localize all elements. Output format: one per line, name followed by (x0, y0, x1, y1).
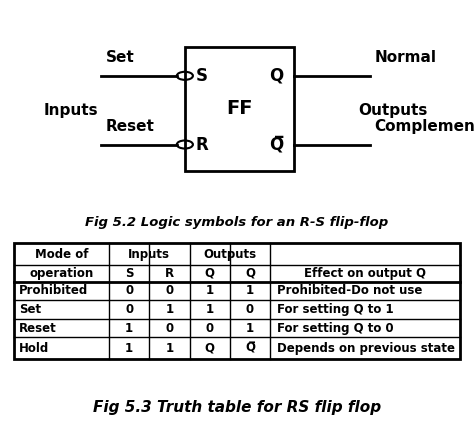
Text: 1: 1 (165, 342, 173, 355)
Text: 0: 0 (125, 303, 133, 316)
Text: 0: 0 (125, 284, 133, 297)
Text: 0: 0 (206, 322, 214, 335)
Text: Q̅: Q̅ (269, 135, 283, 153)
Text: Set: Set (19, 303, 41, 316)
Text: 0: 0 (165, 284, 173, 297)
Text: 1: 1 (246, 284, 254, 297)
Text: For setting Q to 1: For setting Q to 1 (277, 303, 394, 316)
Text: Hold: Hold (19, 342, 49, 355)
Text: Inputs: Inputs (128, 248, 170, 261)
Text: S: S (195, 67, 207, 85)
Text: 1: 1 (246, 322, 254, 335)
Text: 0: 0 (246, 303, 254, 316)
Text: Fig 5.2 Logic symbols for an R-S flip-flop: Fig 5.2 Logic symbols for an R-S flip-fl… (85, 216, 389, 229)
Text: Mode of: Mode of (35, 248, 88, 261)
Bar (14, 243, 460, 359)
Text: Inputs: Inputs (44, 103, 99, 118)
Text: Q: Q (205, 342, 215, 355)
Text: Prohibited-Do not use: Prohibited-Do not use (277, 284, 423, 297)
Text: Depends on previous state: Depends on previous state (277, 342, 456, 355)
Text: S: S (125, 267, 133, 280)
Text: 1: 1 (206, 303, 214, 316)
Text: Q: Q (205, 267, 215, 280)
Text: 1: 1 (125, 322, 133, 335)
Text: 1: 1 (206, 284, 214, 297)
Text: Q̅: Q̅ (245, 342, 255, 355)
Text: 1: 1 (125, 342, 133, 355)
Text: Q: Q (245, 267, 255, 280)
Text: Complementrary: Complementrary (374, 119, 474, 134)
Bar (185, 47, 294, 171)
Text: 1: 1 (165, 303, 173, 316)
Text: Fig 5.3 Truth table for RS flip flop: Fig 5.3 Truth table for RS flip flop (93, 400, 381, 415)
Text: Effect on output Q: Effect on output Q (304, 267, 426, 280)
Text: Outputs: Outputs (359, 103, 428, 118)
Text: For setting Q to 0: For setting Q to 0 (277, 322, 394, 335)
Text: Prohibited: Prohibited (19, 284, 88, 297)
Text: R: R (195, 135, 208, 153)
Text: FF: FF (226, 100, 253, 118)
Text: Reset: Reset (106, 119, 155, 134)
Text: Set: Set (106, 50, 135, 65)
Text: 0: 0 (165, 322, 173, 335)
Text: Reset: Reset (19, 322, 57, 335)
Text: Normal: Normal (374, 50, 437, 65)
Text: Q: Q (269, 67, 283, 85)
Text: R: R (165, 267, 174, 280)
Text: Outputs: Outputs (203, 248, 256, 261)
Text: operation: operation (29, 267, 94, 280)
